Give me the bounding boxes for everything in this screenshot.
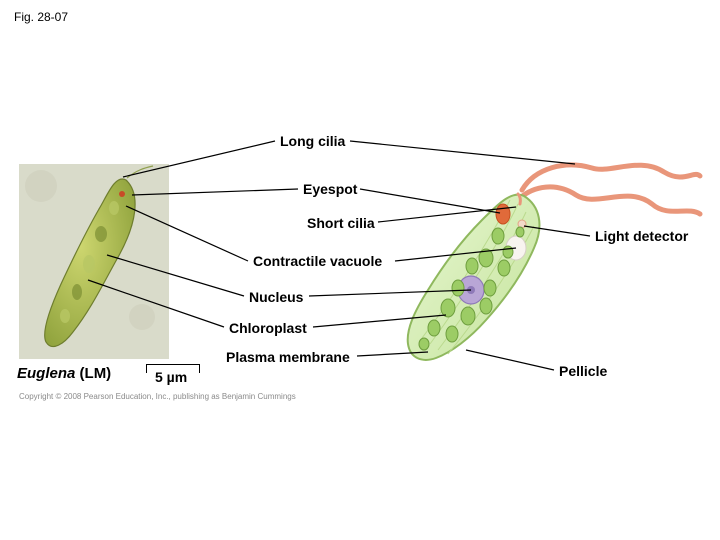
leader-line xyxy=(123,141,275,177)
genus-name: Euglena xyxy=(17,365,75,382)
label-chloroplast: Chloroplast xyxy=(229,320,307,336)
label-light-detector: Light detector xyxy=(595,228,688,244)
copyright-text: Copyright © 2008 Pearson Education, Inc.… xyxy=(19,392,296,401)
leader-line xyxy=(126,206,248,261)
leader-line xyxy=(107,255,244,296)
leader-line xyxy=(350,141,575,164)
lm-caption: Euglena (LM) xyxy=(17,365,111,382)
label-plasma-membrane: Plasma membrane xyxy=(226,349,350,365)
leader-line xyxy=(466,350,554,370)
label-short-cilia: Short cilia xyxy=(307,215,375,231)
label-contractile-vacuole: Contractile vacuole xyxy=(253,253,382,269)
euglena-diagram-svg xyxy=(0,0,720,540)
caption-paren: (LM) xyxy=(80,365,112,382)
leader-line xyxy=(360,189,500,213)
scale-text: 5 µm xyxy=(155,369,187,385)
label-pellicle: Pellicle xyxy=(559,363,607,379)
label-nucleus: Nucleus xyxy=(249,289,303,305)
long-cilia xyxy=(520,165,700,214)
leader-line xyxy=(132,189,298,195)
eyespot-organelle xyxy=(496,204,510,224)
label-long-cilia: Long cilia xyxy=(280,133,345,149)
label-eyespot: Eyespot xyxy=(303,181,357,197)
leader-line xyxy=(88,280,224,327)
figure-stage: Fig. 28-07 xyxy=(0,0,720,540)
